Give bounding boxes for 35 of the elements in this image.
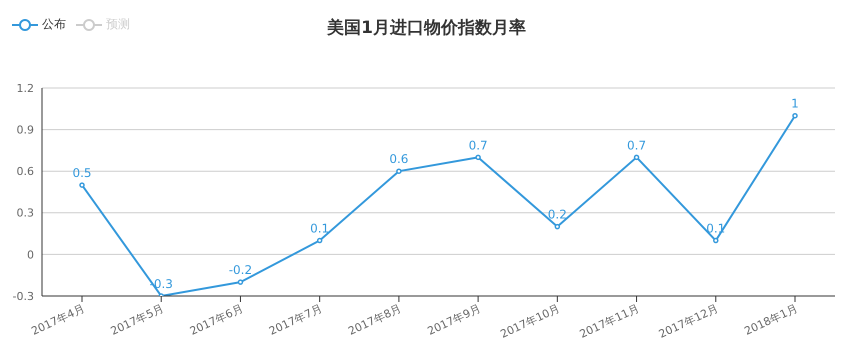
- x-tick-label: 2017年11月: [578, 302, 642, 341]
- data-label: 1: [791, 96, 799, 111]
- data-label: 0.5: [72, 166, 92, 180]
- y-tick-label: -0.3: [12, 290, 34, 303]
- y-tick-label: 0: [27, 248, 34, 262]
- legend-label: 公布: [41, 16, 66, 33]
- y-tick-label: 1.2: [16, 82, 34, 95]
- data-label: 0.2: [548, 208, 567, 222]
- y-tick-label: 0.9: [16, 124, 34, 137]
- point: [554, 224, 560, 230]
- x-tick-label: 2017年5月: [108, 302, 166, 338]
- data-label: 0.7: [468, 138, 488, 152]
- point: [792, 112, 798, 118]
- chart-title: 美国1月进口物价指数月率: [327, 18, 526, 38]
- data-label: 0.1: [310, 222, 330, 236]
- point: [396, 168, 402, 174]
- x-tick-label: 2018年1月: [742, 302, 800, 338]
- data-label: 0.6: [389, 152, 408, 166]
- x-tick-label: 2017年9月: [426, 302, 483, 338]
- x-tick-label: 2017年6月: [188, 302, 246, 338]
- point: [238, 279, 244, 285]
- x-tick-label: 2017年12月: [656, 302, 720, 341]
- point: [713, 238, 719, 244]
- y-tick-label: 0.3: [16, 206, 34, 220]
- x-tick-label: 2017年8月: [346, 302, 404, 338]
- x-tick-label: 2017年7月: [267, 302, 324, 338]
- point: [634, 154, 640, 160]
- point: [79, 182, 85, 188]
- x-tick-label: 2017年4月: [29, 302, 87, 338]
- data-label: 0.7: [627, 138, 646, 152]
- y-tick-label: 0.6: [16, 165, 34, 178]
- point: [316, 238, 322, 244]
- data-label: -0.2: [228, 263, 252, 278]
- point: [475, 154, 481, 160]
- x-tick-label: 2017年10月: [498, 302, 562, 341]
